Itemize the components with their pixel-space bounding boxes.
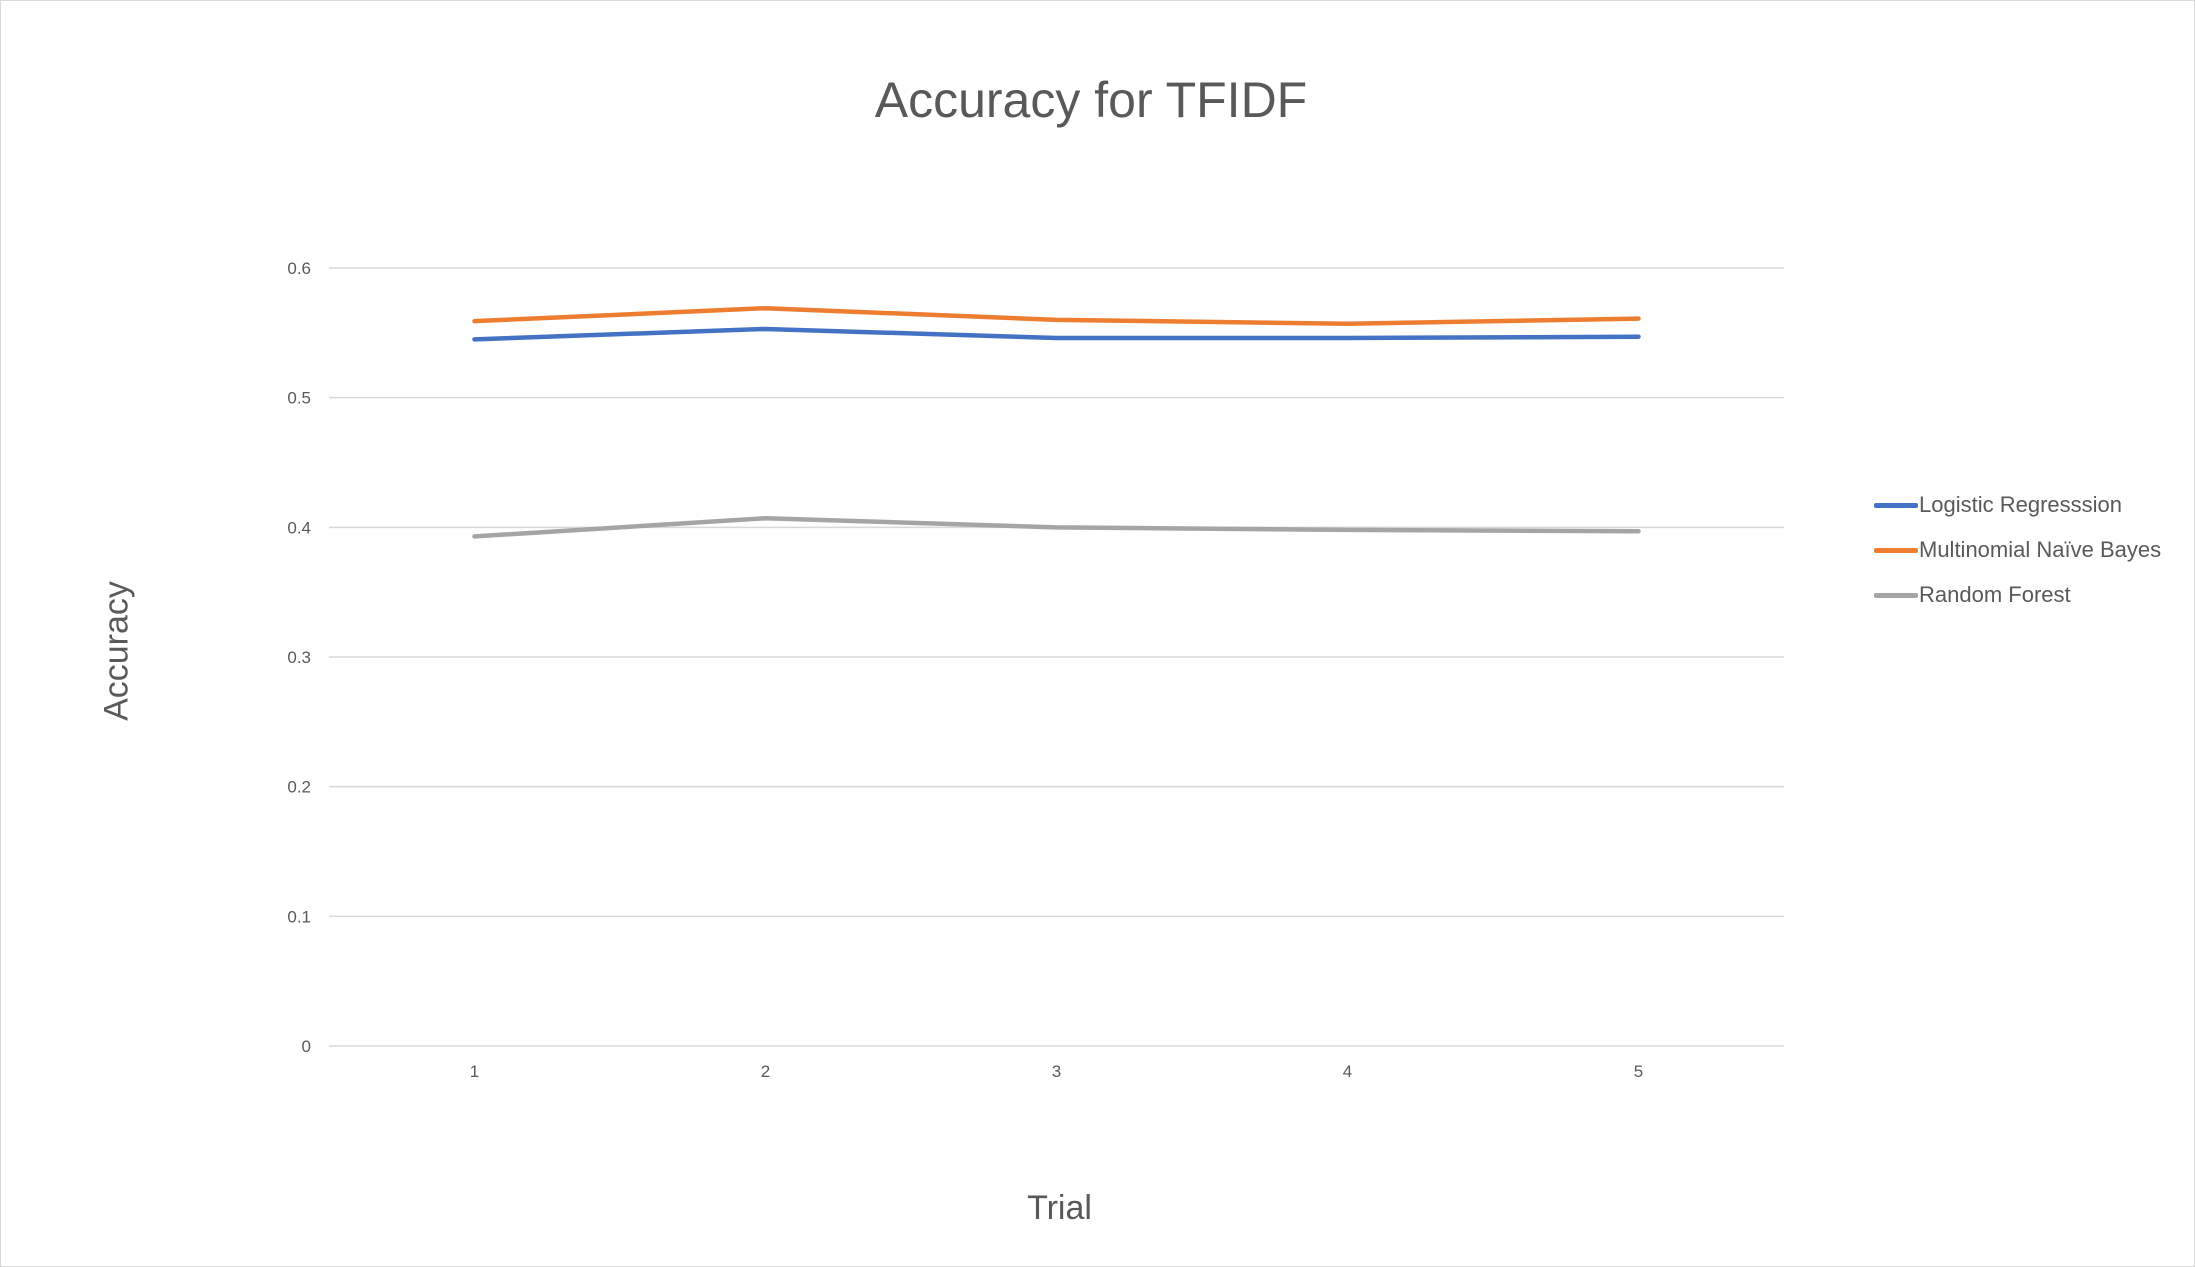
legend-label: Random Forest [1919, 582, 2071, 607]
legend-swatch [1874, 548, 1918, 553]
y-tick-label: 0.5 [287, 389, 311, 408]
x-tick-label: 2 [761, 1062, 770, 1081]
legend-item: Logistic Regresssion [1874, 489, 2174, 520]
x-tick-label: 5 [1634, 1062, 1643, 1081]
legend-swatch [1874, 593, 1918, 598]
x-tick-label: 4 [1343, 1062, 1352, 1081]
series-line-3 [472, 516, 1641, 539]
y-tick-label: 0.2 [287, 778, 311, 797]
legend-label: Multinomial Naïve Bayes [1919, 537, 2162, 562]
y-tick-label: 0.1 [287, 907, 311, 926]
y-tick-label: 0.3 [287, 648, 311, 667]
y-tick-label: 0.4 [287, 518, 311, 537]
legend: Logistic Regresssion Multinomial Naïve Ba… [1874, 489, 2174, 624]
series-line-1 [472, 326, 1641, 342]
legend-label: Logistic Regresssion [1919, 492, 2122, 517]
legend-item: Random Forest [1874, 579, 2174, 610]
series-line-2 [472, 305, 1641, 327]
y-tick-label: 0.6 [287, 259, 311, 278]
legend-swatch [1874, 503, 1918, 508]
x-axis-title: Trial [1027, 1189, 1092, 1227]
x-tick-label: 1 [470, 1062, 479, 1081]
x-tick-label: 3 [1052, 1062, 1061, 1081]
chart-title: Accuracy for TFIDF [874, 72, 1308, 128]
y-tick-label: 0 [302, 1037, 311, 1056]
legend-item: Multinomial Naïve Bayes [1874, 534, 2174, 565]
